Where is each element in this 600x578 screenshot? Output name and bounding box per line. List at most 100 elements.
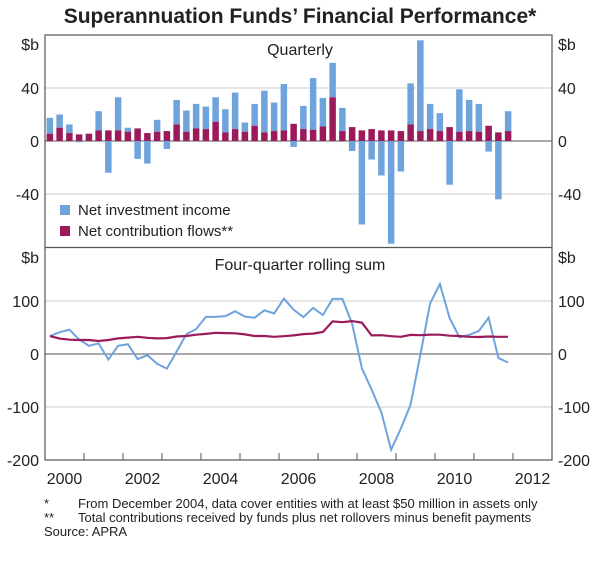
bar-investment: [368, 141, 375, 160]
bar-investment: [417, 40, 424, 132]
bar-contribution: [348, 127, 356, 141]
y-axis-unit-left: $b: [21, 37, 39, 54]
quarterly-panel: -40 -40 0 0 40 40 $b $b: [16, 37, 581, 244]
bar-contribution: [95, 130, 102, 141]
y-tick-label-left: 40: [21, 81, 39, 98]
panel-title-quarterly: Quarterly: [267, 42, 333, 59]
bar-investment: [378, 141, 385, 176]
bar-investment: [251, 103, 258, 126]
y-tick-label-left: 0: [30, 347, 39, 364]
x-tick-label: 2000: [47, 471, 83, 488]
bar-investment: [495, 141, 502, 200]
y-tick-label-right: 40: [558, 81, 576, 98]
line-contribution-rolling: [49, 319, 509, 343]
bar-investment: [309, 78, 317, 130]
bar-contribution: [261, 132, 268, 141]
bar-investment: [163, 141, 171, 149]
bar-investment: [446, 141, 453, 185]
bar-contribution: [446, 127, 453, 141]
line-investment-rolling: [49, 281, 509, 453]
bar-investment: [456, 89, 463, 132]
bar-contribution: [456, 131, 463, 141]
bar-contribution: [163, 131, 171, 141]
x-tick-label: 2006: [281, 471, 317, 488]
bar-investment: [426, 103, 434, 130]
bar-contribution: [241, 131, 249, 141]
bar-contribution: [339, 131, 346, 141]
y-tick-label-left: -100: [7, 400, 39, 417]
bar-contribution: [426, 129, 434, 141]
bar-investment: [46, 117, 54, 134]
bar-contribution: [309, 129, 317, 141]
y-axis-unit-right: $b: [558, 250, 576, 267]
bar-investment: [290, 141, 297, 147]
bar-contribution: [436, 131, 444, 141]
bar-investment: [387, 141, 395, 244]
bar-contribution: [465, 131, 473, 141]
y-tick-label-right: 0: [558, 347, 567, 364]
y-tick-label-right: -40: [558, 187, 581, 204]
y-tick-label-left: 100: [12, 294, 39, 311]
bar-contribution: [504, 131, 512, 141]
footnotes: * From December 2004, data cover entities…: [44, 497, 584, 539]
bar-investment: [270, 102, 278, 132]
bar-investment: [407, 83, 414, 125]
bar-contribution: [134, 128, 141, 141]
rolling-sum-panel: -200 -200 -100 -100 0 0 100 100 $b $b 2000 2002 2004…: [7, 34, 590, 488]
y-tick-label-right: 100: [558, 294, 585, 311]
y-tick-label-left: -40: [16, 187, 39, 204]
bar-investment: [222, 109, 229, 133]
bar-investment: [56, 114, 63, 128]
chart-svg: Superannuation Funds’ Financial Performa…: [7, 5, 590, 488]
x-tick-label: 2002: [125, 471, 161, 488]
bar-investment: [124, 127, 132, 132]
bar-contribution: [144, 133, 151, 141]
y-tick-label-left: 0: [30, 134, 39, 151]
bar-investment: [358, 141, 366, 225]
bar-investment: [75, 141, 83, 143]
x-tick-label: 2004: [203, 471, 239, 488]
bar-contribution: [212, 121, 219, 141]
bar-contribution: [153, 131, 161, 141]
chart-title: Superannuation Funds’ Financial Performa…: [64, 5, 537, 28]
bar-investment: [261, 90, 268, 133]
bar-investment: [153, 119, 161, 132]
bar-contribution: [105, 130, 112, 141]
bar-contribution: [397, 131, 405, 141]
panel-title-rolling: Four-quarter rolling sum: [215, 257, 386, 274]
bar-contribution: [46, 133, 54, 141]
bar-contribution: [231, 129, 239, 141]
bar-contribution: [114, 130, 122, 141]
source-note: Source: APRA: [44, 524, 128, 539]
x-tick-label: 2012: [515, 471, 551, 488]
bar-investment: [319, 97, 327, 127]
bar-investment: [212, 97, 219, 122]
bar-contribution: [290, 123, 297, 141]
bar-investment: [114, 97, 122, 131]
bar-contribution: [319, 126, 327, 141]
bar-contribution: [183, 131, 190, 141]
bar-contribution: [270, 131, 278, 141]
bar-contribution: [251, 125, 258, 141]
legend-label-investment: Net investment income: [78, 202, 231, 219]
bar-contribution: [368, 129, 375, 141]
bar-contribution: [378, 130, 385, 141]
bar-contribution: [66, 133, 73, 141]
y-axis-unit-left: $b: [21, 250, 39, 267]
bar-contribution: [495, 132, 502, 141]
bar-investment: [183, 110, 190, 132]
bar-investment: [173, 99, 180, 125]
bar-contribution: [485, 125, 492, 141]
y-tick-label-right: 0: [558, 134, 567, 151]
bar-investment: [134, 141, 141, 159]
bar-investment: [300, 105, 307, 130]
bar-investment: [339, 107, 346, 132]
bar-investment: [241, 122, 249, 132]
legend-swatch-contribution: [60, 226, 70, 236]
y-tick-label-right: -100: [558, 400, 590, 417]
bar-investment: [397, 141, 405, 172]
bar-investment: [465, 99, 473, 132]
bar-investment: [485, 141, 492, 152]
y-tick-label-left: -200: [7, 453, 39, 470]
